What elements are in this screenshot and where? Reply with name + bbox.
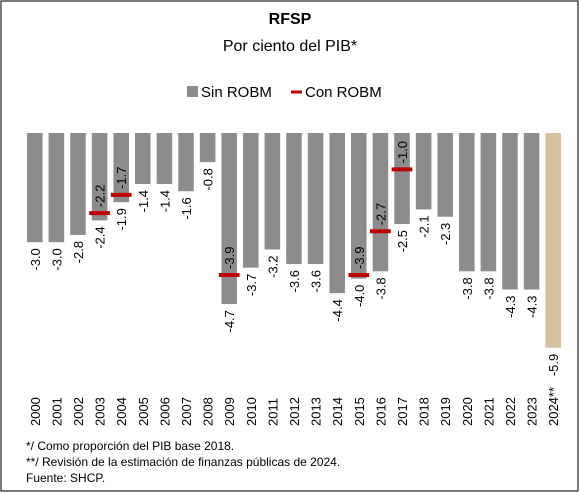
bar <box>70 133 86 235</box>
value-label: -2.7 <box>373 203 388 225</box>
bar <box>178 133 194 192</box>
bar <box>523 133 540 290</box>
x-tick-label: 2023 <box>525 397 540 426</box>
value-label: -1.7 <box>114 166 129 188</box>
bar <box>286 133 302 265</box>
value-label: -4.4 <box>330 299 345 321</box>
value-label: -2.8 <box>71 241 86 263</box>
value-label: -3.0 <box>28 248 43 270</box>
value-label: -4.3 <box>525 296 540 318</box>
bar <box>91 133 108 221</box>
x-tick-label: 2001 <box>49 397 64 426</box>
legend-label: Con ROBM <box>305 84 382 101</box>
bar <box>221 133 237 305</box>
x-tick-label: 2007 <box>179 397 194 426</box>
bar <box>545 133 561 348</box>
bar <box>48 133 65 243</box>
bar <box>156 133 173 184</box>
x-tick-label: 2000 <box>28 397 43 426</box>
bar <box>27 133 43 243</box>
x-tick-label: 2024** <box>546 387 561 426</box>
value-label: -2.2 <box>93 185 108 207</box>
value-label: -3.6 <box>309 270 324 292</box>
value-label: -1.4 <box>157 190 172 212</box>
x-tick-label: 2020 <box>460 397 475 426</box>
x-tick-label: 2008 <box>201 397 216 426</box>
bar <box>480 133 497 272</box>
value-label: -5.9 <box>546 354 561 376</box>
value-label: -0.8 <box>201 168 216 190</box>
bar <box>502 133 518 290</box>
chart-title: RFSP <box>269 11 312 28</box>
value-label: -3.9 <box>352 247 367 269</box>
value-label: -3.8 <box>460 277 475 299</box>
value-label: -4.3 <box>503 296 518 318</box>
x-tick-label: 2021 <box>481 397 496 426</box>
x-tick-label: 2013 <box>309 397 324 426</box>
value-label: -2.5 <box>395 230 410 252</box>
x-tick-label: 2019 <box>438 397 453 426</box>
x-tick-label: 2010 <box>244 397 259 426</box>
value-label: -3.6 <box>287 270 302 292</box>
value-label: -1.4 <box>136 190 151 212</box>
value-label: -2.4 <box>93 226 108 248</box>
legend-label: Sin ROBM <box>201 84 272 101</box>
chart-subtitle: Por ciento del PIB* <box>223 38 357 55</box>
x-tick-label: 2011 <box>265 398 280 426</box>
value-label: -4.0 <box>352 285 367 307</box>
value-label: -4.7 <box>222 310 237 332</box>
bar <box>307 133 324 265</box>
x-tick-label: 2014 <box>330 397 345 426</box>
x-tick-label: 2016 <box>373 397 388 426</box>
legend-swatch <box>187 86 198 97</box>
bar <box>135 133 151 184</box>
bar <box>243 133 259 268</box>
value-label: -2.3 <box>438 223 453 245</box>
x-tick-label: 2004 <box>114 397 129 426</box>
bar <box>113 133 129 203</box>
value-label: -3.9 <box>222 247 237 269</box>
x-tick-label: 2015 <box>352 397 367 426</box>
x-tick-label: 2009 <box>222 397 237 426</box>
value-label: -3.0 <box>49 248 64 270</box>
x-tick-label: 2017 <box>395 397 410 426</box>
value-label: -2.1 <box>417 215 432 237</box>
value-label: -3.8 <box>373 277 388 299</box>
value-label: -3.8 <box>481 277 496 299</box>
bar <box>394 133 410 224</box>
x-tick-label: 2012 <box>287 397 302 426</box>
footnote: **/ Revisión de la estimación de finanza… <box>26 455 340 469</box>
x-tick-label: 2002 <box>71 397 86 426</box>
footnote: */ Como proporción del PIB base 2018. <box>26 439 234 453</box>
value-label: -1.9 <box>114 208 129 230</box>
bar <box>415 133 432 210</box>
value-label: -1.6 <box>179 197 194 219</box>
bar <box>372 133 389 272</box>
bar <box>351 133 367 279</box>
x-tick-label: 2022 <box>503 397 518 426</box>
bar <box>459 133 475 272</box>
value-label: -3.2 <box>265 255 280 277</box>
bar <box>264 133 281 250</box>
bar <box>329 133 345 294</box>
x-tick-label: 2005 <box>136 397 151 426</box>
value-label: -3.7 <box>244 274 259 296</box>
x-tick-label: 2018 <box>417 397 432 426</box>
footnote: Fuente: SHCP. <box>26 471 105 485</box>
bar <box>437 133 453 217</box>
bar <box>199 133 216 163</box>
value-label: -1.0 <box>395 141 410 163</box>
x-tick-label: 2006 <box>157 397 172 426</box>
x-tick-label: 2003 <box>93 397 108 426</box>
